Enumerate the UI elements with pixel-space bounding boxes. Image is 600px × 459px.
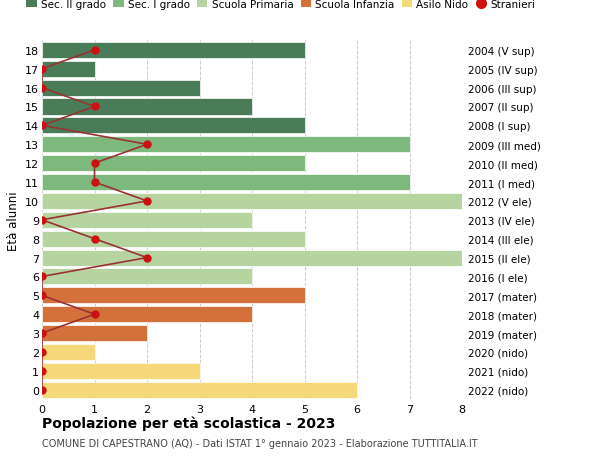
Point bbox=[90, 179, 100, 186]
Point bbox=[90, 235, 100, 243]
Point bbox=[37, 273, 47, 280]
Point bbox=[37, 292, 47, 299]
Point bbox=[90, 160, 100, 168]
Bar bbox=[42, 325, 147, 341]
Point bbox=[37, 85, 47, 92]
Point bbox=[90, 311, 100, 318]
Point bbox=[37, 386, 47, 393]
Bar bbox=[42, 307, 252, 323]
Bar bbox=[42, 213, 252, 228]
Point bbox=[37, 66, 47, 73]
Bar bbox=[42, 250, 462, 266]
Bar bbox=[42, 43, 305, 59]
Bar bbox=[42, 288, 305, 304]
Point bbox=[37, 217, 47, 224]
Bar bbox=[42, 156, 305, 172]
Bar bbox=[42, 99, 252, 115]
Point bbox=[37, 348, 47, 356]
Point bbox=[90, 47, 100, 55]
Bar bbox=[42, 231, 305, 247]
Text: COMUNE DI CAPESTRANO (AQ) - Dati ISTAT 1° gennaio 2023 - Elaborazione TUTTITALIA: COMUNE DI CAPESTRANO (AQ) - Dati ISTAT 1… bbox=[42, 438, 478, 448]
Point bbox=[37, 330, 47, 337]
Text: Popolazione per età scolastica - 2023: Popolazione per età scolastica - 2023 bbox=[42, 415, 335, 430]
Point bbox=[37, 123, 47, 130]
Bar bbox=[42, 344, 95, 360]
Bar bbox=[42, 62, 95, 78]
Point bbox=[142, 141, 152, 149]
Bar bbox=[42, 137, 410, 153]
Bar bbox=[42, 363, 200, 379]
Point bbox=[90, 104, 100, 111]
Bar bbox=[42, 269, 252, 285]
Legend: Sec. II grado, Sec. I grado, Scuola Primaria, Scuola Infanzia, Asilo Nido, Stran: Sec. II grado, Sec. I grado, Scuola Prim… bbox=[26, 0, 535, 10]
Bar bbox=[42, 382, 357, 398]
Bar bbox=[42, 174, 410, 190]
Bar bbox=[42, 118, 305, 134]
Point bbox=[142, 254, 152, 262]
Point bbox=[37, 367, 47, 375]
Point bbox=[142, 198, 152, 205]
Y-axis label: Età alunni: Età alunni bbox=[7, 190, 20, 250]
Bar bbox=[42, 194, 462, 209]
Bar bbox=[42, 80, 200, 96]
